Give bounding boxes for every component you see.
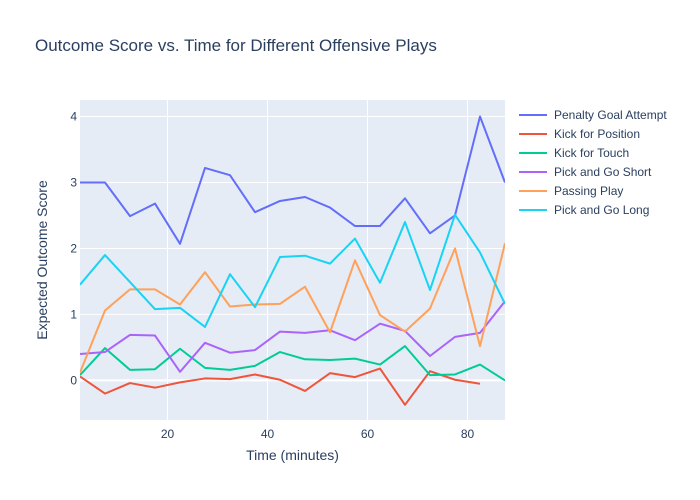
series-line-penalty-goal-attempt[interactable]	[80, 115, 505, 245]
legend-item-penalty-goal-attempt[interactable]: Penalty Goal Attempt	[519, 108, 667, 122]
series-line-kick-for-position[interactable]	[80, 367, 481, 406]
legend-label: Pick and Go Long	[554, 203, 649, 217]
legend-label: Passing Play	[554, 184, 623, 198]
series-lines	[80, 115, 505, 406]
y-tick-label: 4	[70, 109, 77, 123]
tick-labels: 20 40 60 80 0 1 2 3 4	[70, 109, 474, 441]
chart-title: Outcome Score vs. Time for Different Off…	[35, 36, 437, 55]
x-tick-label: 40	[261, 427, 275, 441]
x-axis-title: Time (minutes)	[246, 447, 339, 463]
legend-item-pick-and-go-long[interactable]: Pick and Go Long	[519, 203, 649, 217]
series-line-kick-for-touch[interactable]	[80, 345, 505, 382]
legend-item-kick-for-touch[interactable]: Kick for Touch	[519, 146, 629, 160]
x-tick-label: 20	[161, 427, 175, 441]
legend-item-kick-for-position[interactable]: Kick for Position	[519, 127, 640, 141]
series-line-pick-and-go-long[interactable]	[80, 213, 505, 328]
legend[interactable]: Penalty Goal Attempt Kick for Position Kic…	[519, 108, 667, 217]
y-tick-label: 3	[70, 175, 77, 189]
x-tick-label: 60	[361, 427, 375, 441]
legend-item-passing-play[interactable]: Passing Play	[519, 184, 623, 198]
series-line-pick-and-go-short[interactable]	[80, 300, 505, 373]
y-tick-label: 0	[70, 373, 77, 387]
y-axis-title: Expected Outcome Score	[34, 180, 50, 340]
x-tick-label: 80	[461, 427, 475, 441]
y-tick-label: 2	[70, 241, 77, 255]
plot-area	[80, 100, 505, 420]
legend-label: Penalty Goal Attempt	[554, 108, 667, 122]
legend-label: Pick and Go Short	[554, 165, 652, 179]
legend-label: Kick for Touch	[554, 146, 629, 160]
legend-item-pick-and-go-short[interactable]: Pick and Go Short	[519, 165, 652, 179]
legend-label: Kick for Position	[554, 127, 640, 141]
y-tick-label: 1	[70, 307, 77, 321]
series-line-passing-play[interactable]	[80, 242, 505, 373]
